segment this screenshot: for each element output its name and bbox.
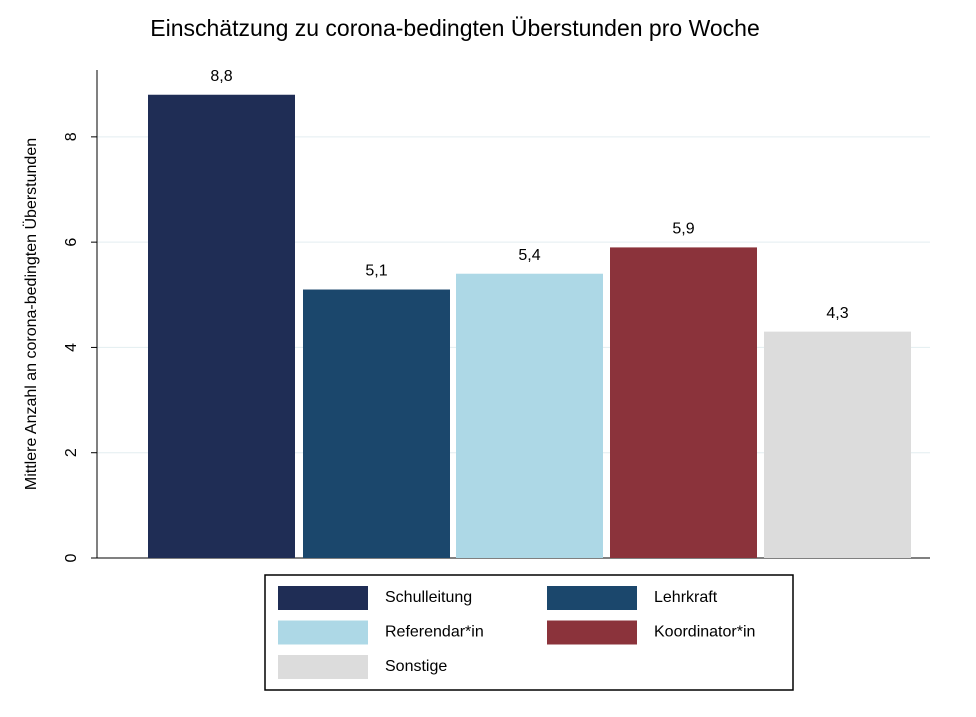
y-tick-label: 2: [63, 448, 80, 457]
data-label: 5,9: [672, 221, 694, 238]
chart-title: Einschätzung zu corona-bedingten Überstu…: [150, 15, 759, 41]
data-label: 5,4: [518, 247, 540, 264]
bar: [456, 273, 603, 558]
legend-label: Referendar*in: [385, 624, 484, 641]
legend-swatch: [278, 586, 368, 610]
data-label: 5,1: [365, 263, 387, 280]
y-tick-label: 4: [63, 343, 80, 352]
legend-swatch: [547, 586, 637, 610]
y-axis-label: Mittlere Anzahl an corona-bedingten Über…: [22, 138, 40, 490]
legend-swatch: [547, 620, 637, 645]
legend-label: Sonstige: [385, 658, 447, 675]
legend-swatch: [278, 655, 368, 679]
y-tick-label: 0: [63, 553, 80, 562]
legend-label: Koordinator*in: [654, 624, 755, 641]
bar: [610, 247, 757, 559]
bar: [148, 94, 295, 558]
legend-swatch: [278, 620, 368, 645]
y-tick-label: 6: [63, 238, 80, 247]
legend-label: Schulleitung: [385, 589, 472, 606]
legend-label: Lehrkraft: [654, 589, 718, 606]
y-tick-label: 8: [63, 132, 80, 141]
data-label: 4,3: [826, 305, 848, 322]
data-label: 8,8: [210, 68, 232, 85]
bar: [764, 331, 911, 558]
bar: [303, 289, 450, 558]
